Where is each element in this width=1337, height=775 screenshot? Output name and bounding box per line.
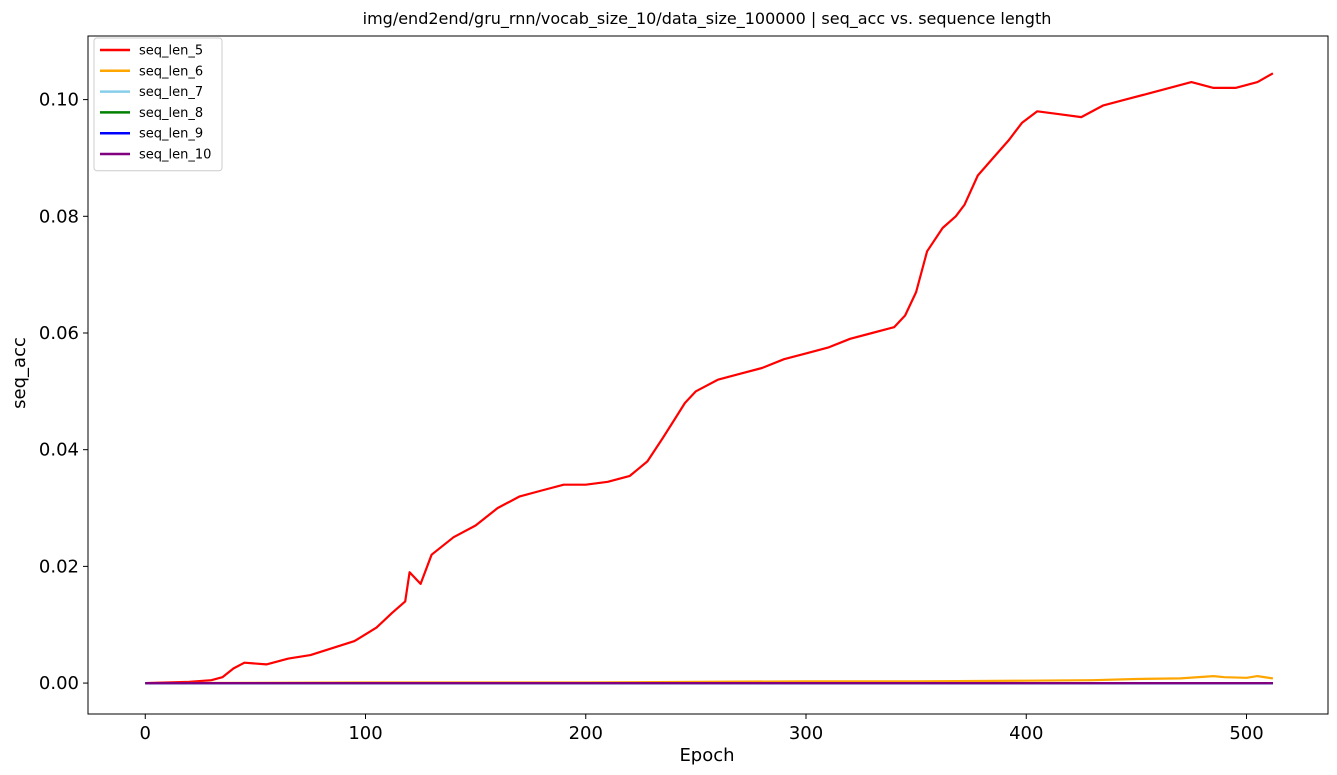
series-line-seq_len_5: [145, 72, 1274, 685]
x-tick-label: 500: [1229, 723, 1263, 744]
legend-label: seq_len_8: [139, 106, 203, 121]
y-tick-label: 0.04: [39, 440, 79, 461]
plot-frame: [87, 35, 1329, 715]
plot-lines: [145, 72, 1274, 685]
x-tick-label: 0: [140, 723, 151, 744]
chart-title: img/end2end/gru_rnn/vocab_size_10/data_s…: [363, 9, 1052, 29]
x-axis-ticks: 0 100 200 300 400 500: [140, 714, 1264, 744]
legend: seq_len_5 seq_len_6 seq_len_7 seq_len_8 seq_…: [93, 37, 223, 172]
y-axis-label: seq_acc: [9, 337, 30, 409]
x-axis-label: Epoch: [679, 745, 734, 766]
x-tick-label: 200: [569, 723, 603, 744]
y-tick-label: 0.00: [39, 673, 79, 694]
x-tick-label: 400: [1009, 723, 1043, 744]
y-tick-label: 0.10: [39, 90, 79, 111]
x-tick-label: 300: [789, 723, 823, 744]
y-axis-ticks: 0.00 0.02 0.04 0.06 0.08 0.10: [39, 90, 88, 694]
legend-label: seq_len_5: [139, 44, 203, 59]
y-tick-label: 0.08: [39, 206, 79, 227]
y-tick-label: 0.06: [39, 323, 79, 344]
legend-label: seq_len_7: [139, 85, 203, 100]
legend-label: seq_len_10: [139, 148, 211, 163]
x-tick-label: 100: [348, 723, 382, 744]
y-tick-label: 0.02: [39, 556, 79, 577]
legend-label: seq_len_9: [139, 127, 203, 142]
legend-label: seq_len_6: [139, 64, 203, 79]
